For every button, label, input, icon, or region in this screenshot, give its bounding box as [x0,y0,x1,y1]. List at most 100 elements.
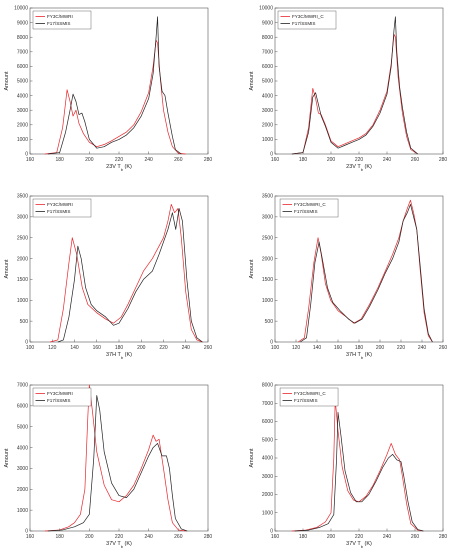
x-axis-label: 37V Tb (K) [106,541,132,549]
x-axis-label-main: 37H T [106,352,122,358]
x-tick-label: 180 [115,345,124,351]
y-tick-label: 3000 [262,108,273,114]
x-axis-label-unit: (K) [363,541,372,547]
y-tick-label: 3500 [262,194,273,200]
legend-entry: FY3C/MWRI [47,202,73,207]
legend-entry: FY3C/MWRI_C [294,391,326,396]
x-tick-label: 260 [204,345,213,351]
x-axis-label-unit: (K) [363,164,372,170]
x-tick-label: 220 [115,157,124,163]
x-tick-label: 240 [144,157,153,163]
y-tick-label: 9000 [17,20,28,26]
x-tick-label: 160 [271,534,280,540]
y-tick-label: 8000 [262,383,273,389]
x-axis-label-subscript: b [121,167,124,172]
series-line-2 [57,208,203,343]
x-axis-label-unit: (K) [363,352,372,358]
y-tick-label: 1500 [17,277,28,283]
y-tick-label: 2000 [262,492,273,498]
y-tick-label: 8000 [262,35,273,41]
y-tick-label: 7000 [17,50,28,56]
y-tick-label: 3000 [17,215,28,221]
chart-panel-3: 100 120 140 160 180 200 220 240 260 0 500 1000 1500 2… [4,194,212,360]
x-tick-label: 220 [115,534,124,540]
y-tick-label: 2000 [262,123,273,129]
y-axis-label: Amount [249,448,255,467]
y-axis-label: Amount [4,71,10,90]
legend-entry: F17/SSMIS [294,209,318,214]
series-line-1 [291,33,418,155]
x-tick-label: 240 [383,534,392,540]
y-tick-label: 2500 [262,235,273,241]
x-tick-label: 120 [292,345,301,351]
x-tick-label: 180 [55,534,64,540]
x-tick-label: 200 [327,534,336,540]
x-axis-label-main: 37H T [346,352,362,358]
series-line-1 [44,384,186,532]
x-tick-label: 220 [355,157,364,163]
x-tick-label: 160 [334,345,343,351]
x-tick-label: 120 [48,345,57,351]
y-tick-label: 0 [270,340,273,346]
x-axis-label-unit: (K) [123,352,132,358]
y-tick-label: 0 [25,340,28,346]
y-axis-label: Amount [249,71,255,90]
y-tick-label: 3000 [17,108,28,114]
y-tick-label: 0 [270,152,273,158]
legend-entry: F17/SSMIS [47,21,71,26]
y-tick-label: 7000 [17,383,28,389]
legend-box [32,198,92,218]
plot-frame [29,7,209,155]
x-tick-label: 200 [327,157,336,163]
x-axis-label-subscript: b [361,167,364,172]
x-tick-label: 160 [26,157,35,163]
plot-frame [274,7,444,155]
x-axis-label: 37V Tb (K) [346,541,372,549]
y-tick-label: 6000 [17,64,28,70]
legend-entry: F17/SSMIS [294,398,318,403]
x-tick-label: 280 [204,534,213,540]
x-tick-label: 200 [376,345,385,351]
y-tick-label: 4000 [262,93,273,99]
y-tick-label: 10000 [259,6,273,12]
x-tick-label: 100 [271,345,280,351]
x-tick-label: 160 [93,345,102,351]
x-tick-label: 160 [271,157,280,163]
y-tick-label: 7000 [262,50,273,56]
legend-box [279,387,339,407]
y-tick-label: 1000 [17,298,28,304]
y-axis-label: Amount [4,259,10,278]
legend-entry: FY3C/MWRI_C [294,202,326,207]
y-tick-label: 9000 [262,20,273,26]
chart-panel-4: 100 120 140 160 180 200 220 240 260 0 500 1000 1500 2… [249,194,447,360]
y-tick-label: 2000 [17,487,28,493]
x-tick-label: 200 [137,345,146,351]
x-tick-label: 280 [439,157,448,163]
x-tick-label: 220 [397,345,406,351]
x-axis-label: 23V Tb (K) [346,164,372,172]
y-tick-label: 4000 [262,456,273,462]
y-tick-label: 2000 [17,123,28,129]
x-tick-label: 240 [144,534,153,540]
x-axis-label-unit: (K) [123,541,132,547]
x-axis-label-subscript: b [361,544,364,549]
x-tick-label: 280 [204,157,213,163]
legend-entry: F17/SSMIS [292,21,316,26]
legend-box [32,10,92,30]
y-tick-label: 500 [20,319,29,325]
series-line-2 [300,203,433,343]
y-tick-label: 1500 [262,277,273,283]
y-tick-label: 7000 [262,401,273,407]
x-tick-label: 260 [174,157,183,163]
y-tick-label: 6000 [262,64,273,70]
x-tick-label: 100 [26,345,35,351]
x-axis-label: 37H Tb (K) [106,352,132,360]
y-tick-label: 5000 [262,79,273,85]
x-tick-label: 240 [418,345,427,351]
legend: FY3C/MWRI F17/SSMIS [32,10,92,30]
y-tick-label: 2000 [17,256,28,262]
legend: FY3C/MWRI F17/SSMIS [32,387,92,407]
x-axis-label-subscript: b [361,355,364,360]
legend-entry: FY3C/MWRI_C [292,14,324,19]
series-line-1 [291,399,424,532]
